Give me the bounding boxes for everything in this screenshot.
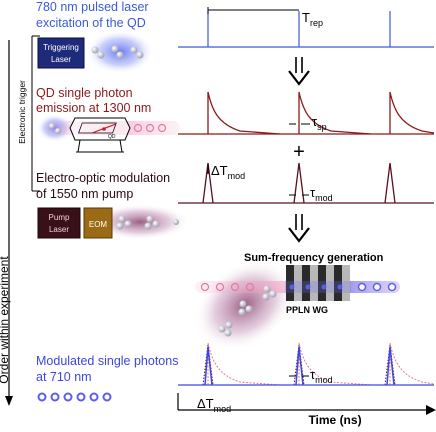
- order-axis-label: Order within experiment: [0, 256, 11, 384]
- step3-title-line2: of 1550 nm pump: [36, 187, 133, 201]
- eom-label: EOM: [89, 220, 108, 229]
- down-arrow-2-icon: [288, 214, 310, 243]
- trep-marker: [207, 7, 299, 14]
- sfg-output-photons: [357, 282, 397, 292]
- ppln-waveguide: [285, 265, 351, 301]
- pump-pulse-clusters: [116, 215, 179, 230]
- delta-t-mod-label-bottom: ΔTmod: [197, 396, 231, 414]
- output-photon-train: [37, 392, 112, 402]
- step2-title-line2: emission at 1300 nm: [36, 101, 151, 115]
- electronic-trigger-label: Electronic trigger: [17, 80, 27, 144]
- step1-title-line2: excitation of the QD: [36, 16, 146, 30]
- trace-emission: [178, 91, 435, 135]
- tau-mod-label-top: τmod: [310, 185, 333, 203]
- sfg-pump-clusters: [218, 285, 277, 337]
- emitted-photons: [49, 123, 167, 134]
- sfg-label: Sum-frequency generation: [244, 252, 384, 264]
- tau-sp-label: τsp: [312, 114, 327, 132]
- pump-laser-label-line2: Laser: [49, 225, 69, 234]
- trace-laser-pulses: [178, 11, 434, 48]
- qd-label: QD: [108, 134, 116, 140]
- trep-label: Trep: [302, 10, 323, 28]
- time-axis-label: Time (ns): [308, 413, 361, 427]
- step4-title-line2: at 710 nm: [36, 370, 92, 384]
- trace-modulated-photons: [178, 342, 435, 386]
- step1-title-line1: 780 nm pulsed laser: [36, 0, 149, 14]
- triggering-laser-box: [37, 37, 85, 69]
- step4-title-line1: Modulated single photons: [36, 354, 178, 368]
- tau-mod-label-bottom: τmod: [310, 367, 333, 385]
- triggering-laser-label-line2: Laser: [51, 55, 71, 64]
- order-axis-arrow-icon: [5, 396, 13, 406]
- down-arrow-1-icon: [288, 57, 310, 86]
- pump-laser-box: [37, 207, 81, 239]
- step2-title-line1: QD single photon: [36, 86, 133, 100]
- triggering-laser-label-line1: Triggering: [43, 43, 79, 52]
- step3-title-line1: Electro-optic modulation: [36, 171, 170, 185]
- qd-cryostat: [69, 117, 131, 153]
- ppln-label: PPLN WG: [286, 305, 328, 315]
- pump-laser-label-line1: Pump: [49, 213, 70, 222]
- sfg-input-photons: [200, 282, 255, 292]
- time-axis-arrow-icon: [426, 405, 436, 415]
- blue-pulse-train: [91, 45, 144, 59]
- trace-pump-modulation: [178, 162, 434, 204]
- plus-symbol: +: [293, 141, 305, 163]
- delta-t-mod-label-top: ΔTmod: [211, 163, 245, 181]
- pump-glow: [90, 204, 190, 240]
- eom-box: [83, 207, 113, 239]
